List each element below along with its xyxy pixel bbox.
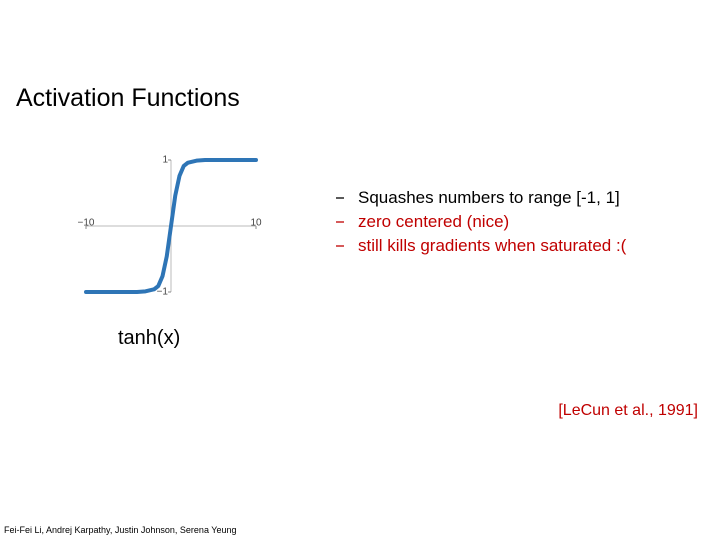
plot-caption: tanh(x) [118,327,181,349]
x-tick-label: 10 [250,218,262,229]
bullet: zero centered (nice) [358,212,510,231]
footer: Fei-Fei Li, Andrej Karpathy, Justin John… [4,525,237,535]
bullet: Squashes numbers to range [-1, 1] [358,188,620,207]
y-tick-label: 1 [162,155,168,166]
slide-title: Activation Functions [16,84,240,112]
y-tick-label: −1 [157,287,169,298]
x-tick-label: −10 [78,218,95,229]
citation: [LeCun et al., 1991] [558,402,698,419]
bullet: still kills gradients when saturated :( [358,236,627,255]
tanh-curve [84,158,258,294]
